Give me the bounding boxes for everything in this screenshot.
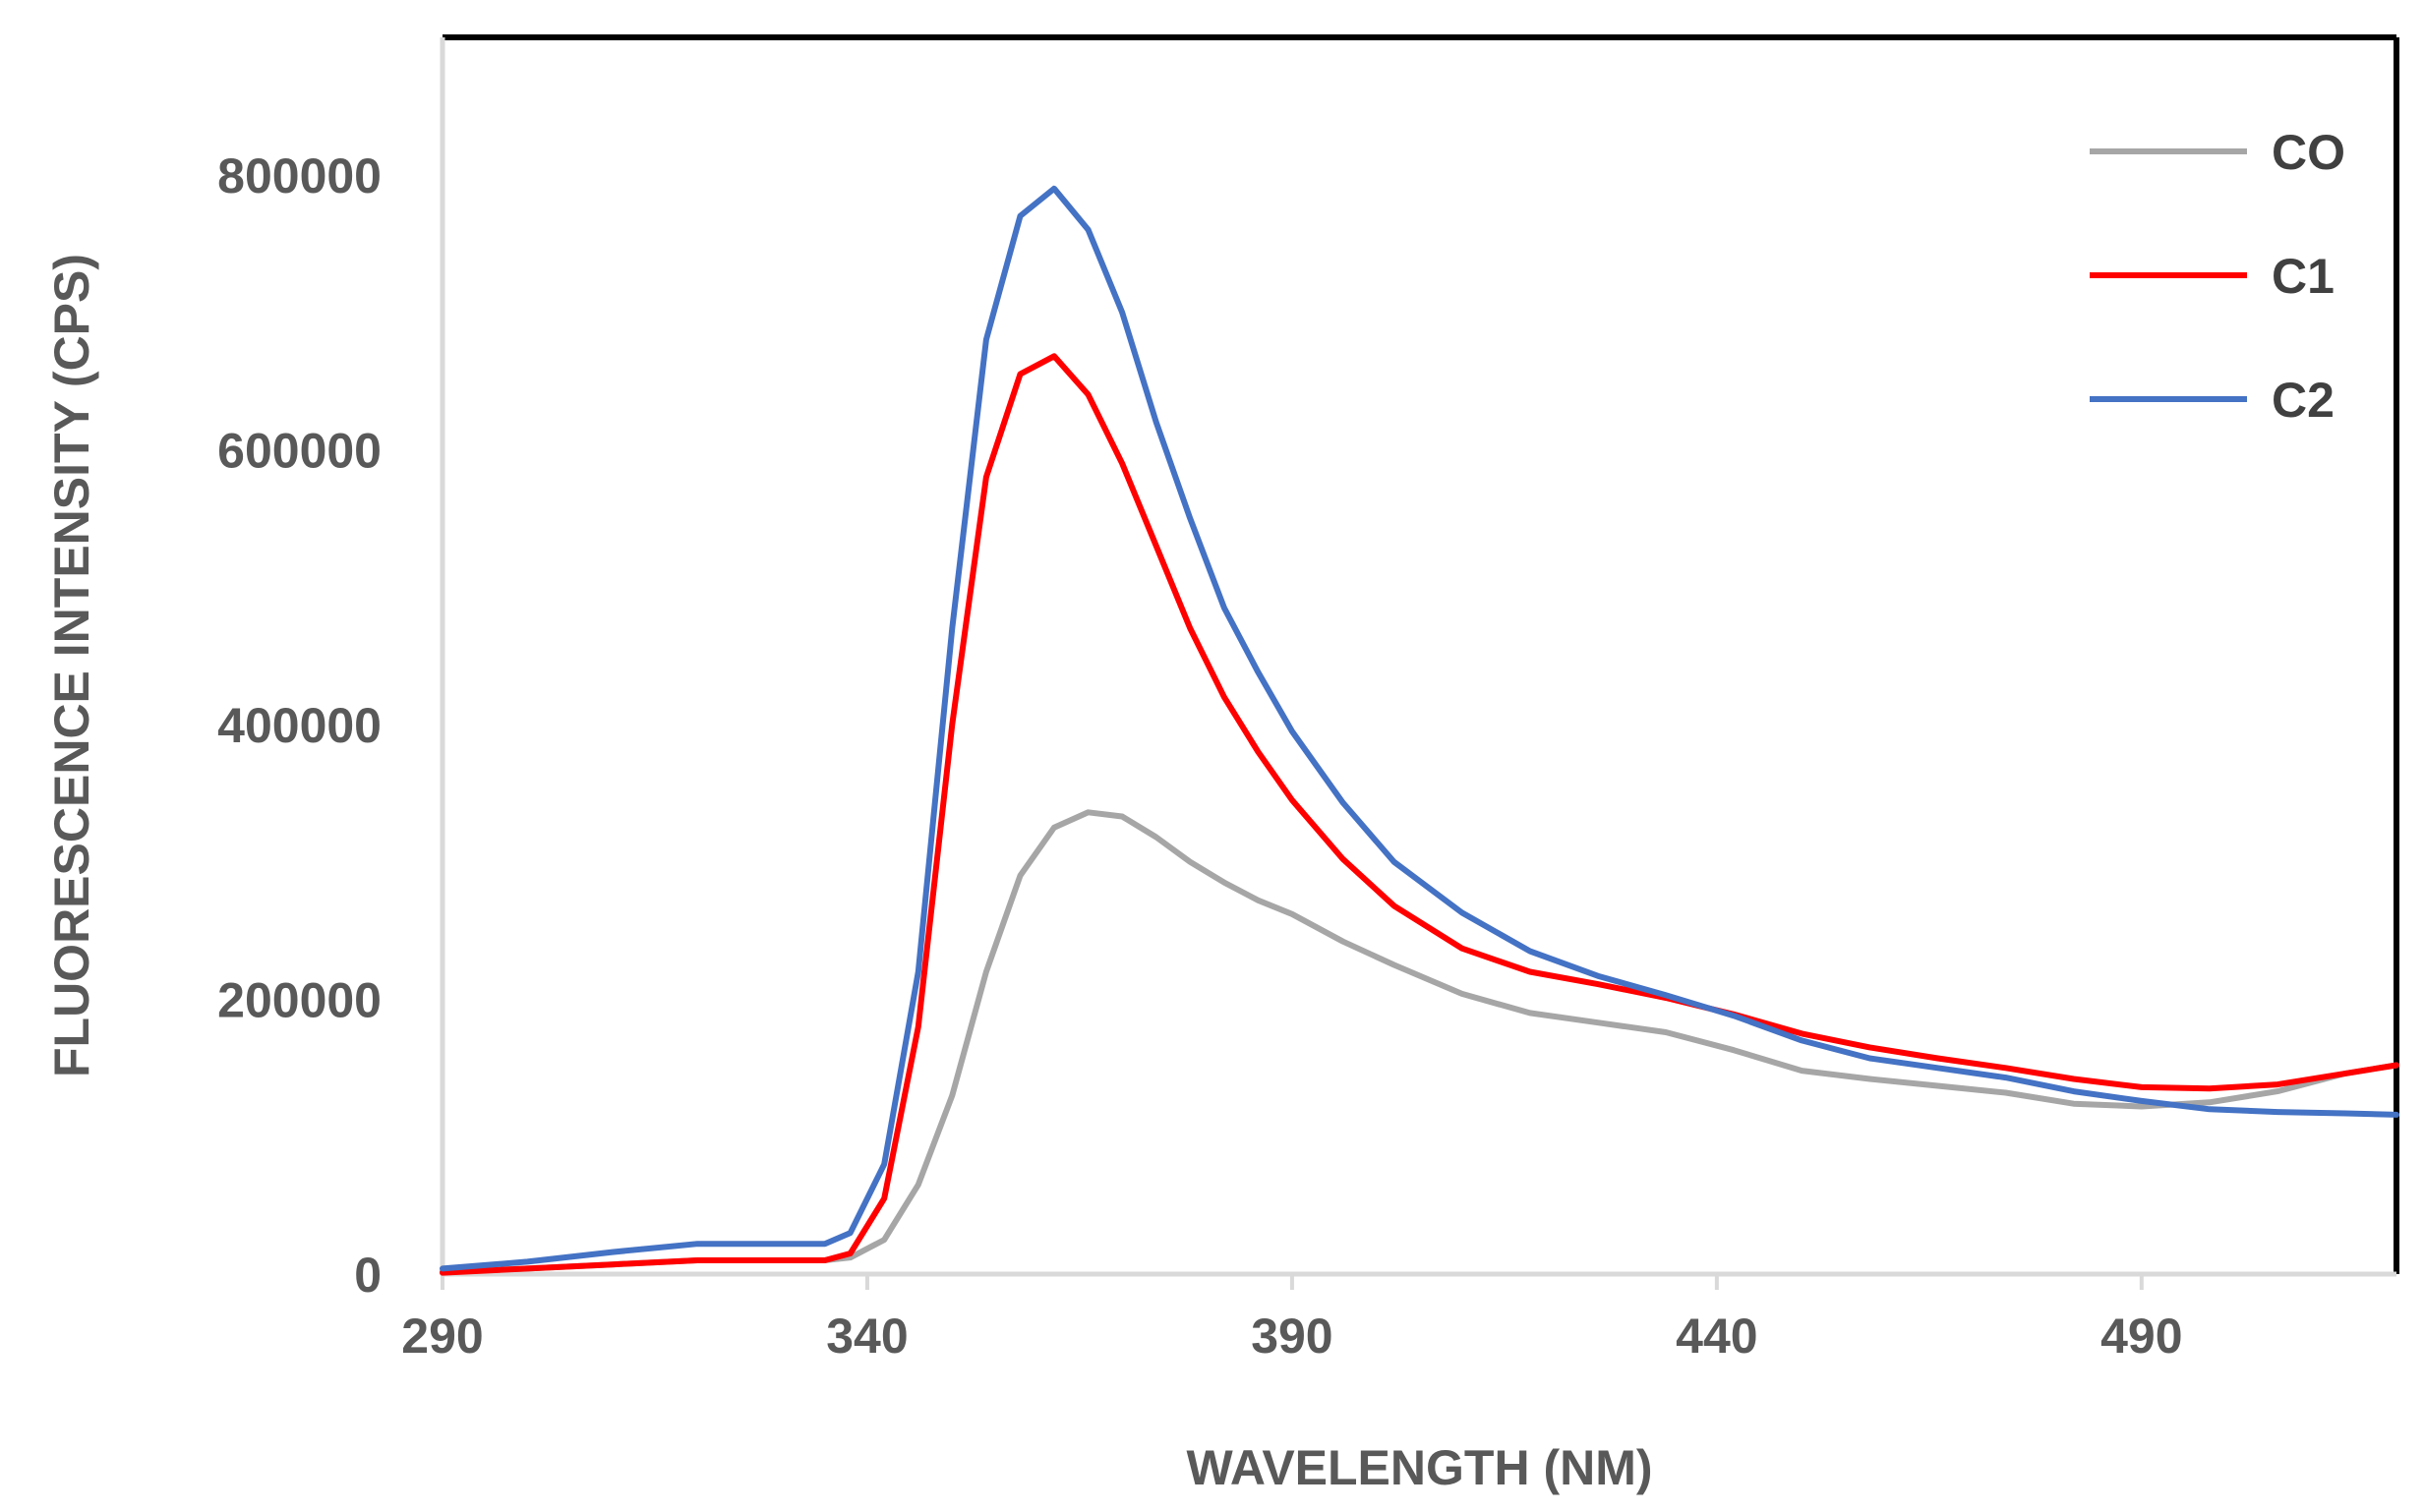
x-tick-label: 390 <box>1251 1308 1332 1364</box>
series-line-c2 <box>440 185 2399 1272</box>
x-tick-label: 340 <box>826 1308 908 1364</box>
legend: CO C1 C2 <box>2090 125 2345 428</box>
y-tick-label: 0 <box>354 1248 382 1303</box>
y-axis-title: FLUORESCENCE INTENSITY (CPS) <box>44 254 99 1077</box>
y-tick-label: 200000 <box>217 972 382 1027</box>
y-tick-label: 400000 <box>217 698 382 753</box>
legend-label-c2: C2 <box>2272 373 2335 428</box>
series-line-co <box>440 809 2399 1275</box>
y-tick-label: 600000 <box>217 423 382 478</box>
legend-label-co: CO <box>2272 125 2345 180</box>
y-tick-label: 800000 <box>217 148 382 204</box>
series-lines <box>440 185 2399 1276</box>
tick-labels: 290 340 390 440 490 0 200000 400000 600000 800000 <box>217 148 2182 1364</box>
x-tick-label: 490 <box>2100 1308 2182 1364</box>
legend-label-c1: C1 <box>2272 249 2335 304</box>
series-line-c1 <box>440 353 2399 1276</box>
axes <box>440 34 2399 1277</box>
x-axis-title: WAVELENGTH (NM) <box>1186 1440 1652 1495</box>
x-tick-label: 290 <box>401 1308 483 1364</box>
x-tick-label: 440 <box>1676 1308 1757 1364</box>
